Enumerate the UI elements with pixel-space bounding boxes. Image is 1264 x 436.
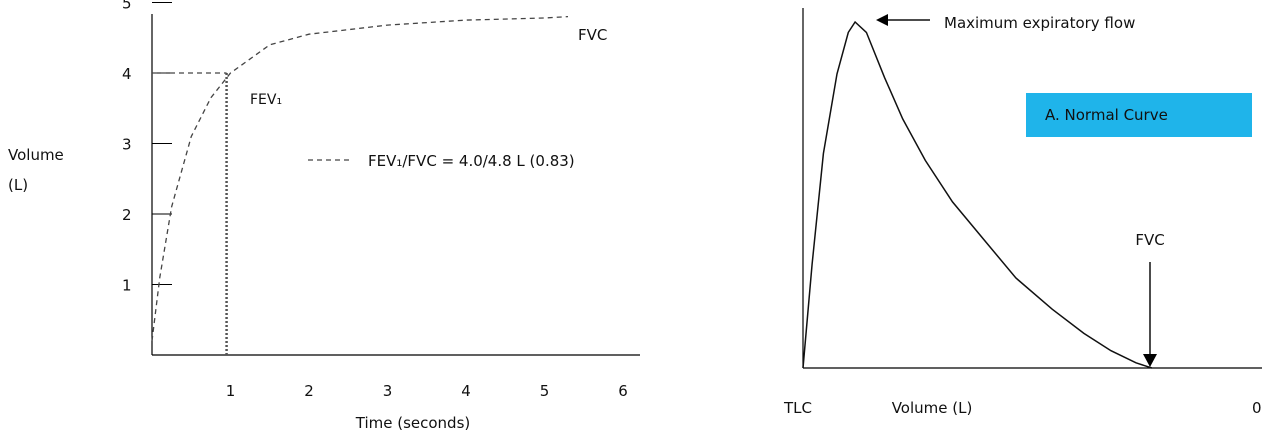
y-tick-label: 1 — [122, 277, 132, 295]
flow-volume-chart: Maximum expiratory flow A. Normal Curve … — [783, 8, 1262, 417]
y-tick-label: 5 — [122, 0, 132, 13]
normal-curve-label-box — [1026, 93, 1252, 137]
fvc-annotation: FVC — [578, 26, 607, 44]
fvc-right-annotation: FVC — [1135, 231, 1164, 249]
zero-tick-label: 0 — [1252, 399, 1262, 417]
y-axis-label-line1: Volume — [8, 146, 64, 164]
volume-time-curve — [151, 15, 569, 341]
fvc-arrow-head — [1143, 354, 1157, 367]
tlc-tick-label: TLC — [783, 399, 812, 417]
flow-volume-curve — [802, 20, 1153, 369]
fev1-annotation: FEV₁ — [250, 92, 282, 108]
x-tick-label: 1 — [226, 382, 236, 400]
y-tick-label: 2 — [122, 206, 132, 224]
normal-curve-label: A. Normal Curve — [1045, 106, 1168, 124]
y-axis-label-line2: (L) — [8, 176, 28, 194]
y-tick-label: 4 — [122, 65, 132, 83]
x-axis-label: Time (seconds) — [355, 414, 471, 432]
x-tick-label: 5 — [540, 382, 550, 400]
x-tick-label: 6 — [618, 382, 628, 400]
x-tick-label: 4 — [461, 382, 471, 400]
peak-annotation: Maximum expiratory flow — [944, 14, 1135, 32]
x-tick-label: 3 — [383, 382, 393, 400]
y-tick-label: 3 — [122, 136, 132, 154]
volume-time-chart: 1 2 3 4 5 1 2 3 4 5 6 Volume (L) Time (seconds) F… — [8, 0, 640, 432]
x-tick-label: 2 — [304, 382, 314, 400]
ratio-annotation: FEV₁/FVC = 4.0/4.8 L (0.83) — [368, 152, 575, 170]
volume-axis-label: Volume (L) — [892, 399, 973, 417]
peak-arrow-head — [876, 14, 888, 26]
